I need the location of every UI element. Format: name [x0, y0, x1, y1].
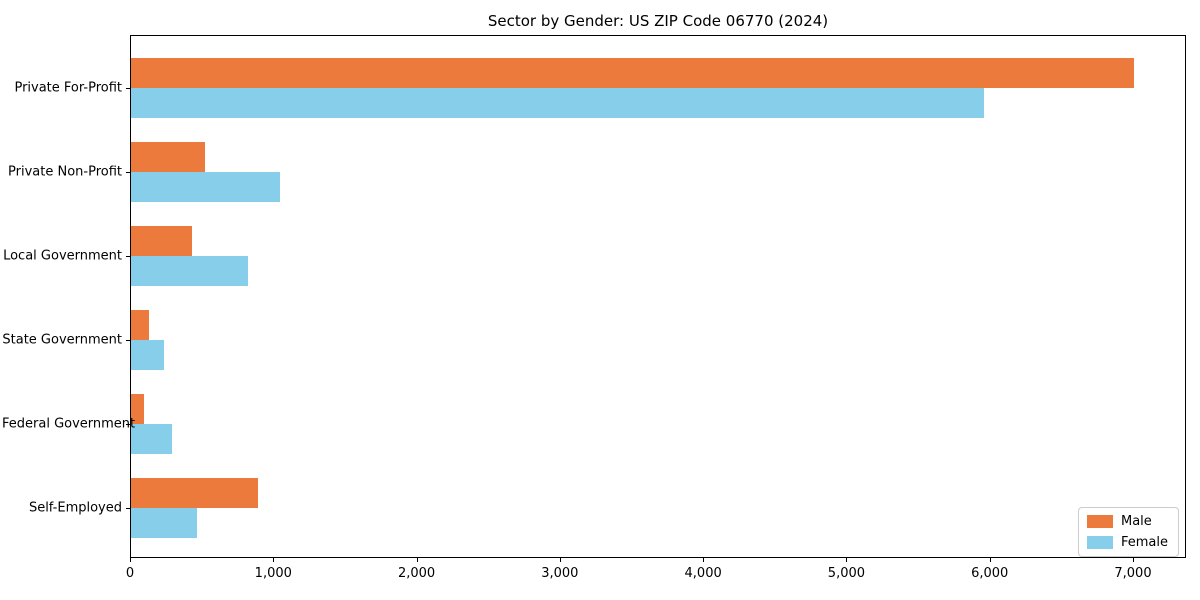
legend-item-female: Female — [1086, 535, 1168, 550]
bar-male-local-government — [131, 226, 193, 256]
bar-male-private-for-profit — [131, 58, 1135, 88]
chart-title: Sector by Gender: US ZIP Code 06770 (202… — [487, 12, 829, 30]
y-tick-label: Private For-Profit — [14, 80, 122, 96]
y-tick-mark — [126, 172, 130, 173]
y-tick-label: Federal Government — [2, 416, 136, 432]
x-tick-label: 7,000 — [1114, 566, 1152, 581]
x-tick-label: 0 — [125, 566, 135, 581]
x-tick-mark — [416, 558, 418, 562]
bar-female-federal-government — [131, 424, 173, 454]
y-tick-label: Self-Employed — [28, 500, 122, 516]
x-tick-mark — [130, 558, 131, 562]
y-tick-label: Private Non-Profit — [8, 164, 122, 180]
y-tick-label: State Government — [2, 332, 122, 348]
bar-male-federal-government — [131, 394, 144, 424]
legend-label-male: Male — [1120, 514, 1152, 529]
bar-female-private-for-profit — [131, 88, 984, 118]
plot-area — [130, 35, 1186, 558]
x-tick-label: 2,000 — [397, 566, 436, 581]
x-tick-mark — [559, 558, 561, 562]
bar-female-self-employed — [131, 508, 197, 538]
x-tick-label: 5,000 — [827, 566, 866, 581]
bar-female-local-government — [131, 256, 249, 286]
legend-item-male: Male — [1086, 514, 1168, 529]
y-tick-mark — [126, 424, 130, 425]
y-tick-mark — [126, 508, 130, 509]
legend-swatch-female — [1086, 536, 1113, 549]
x-tick-mark — [846, 558, 848, 562]
y-tick-mark — [126, 340, 130, 341]
legend-label-female: Female — [1120, 535, 1168, 550]
bar-female-private-non-profit — [131, 172, 281, 202]
y-tick-mark — [126, 256, 130, 257]
y-tick-label: Local Government — [3, 248, 122, 264]
x-tick-mark — [273, 558, 275, 562]
x-tick-mark — [989, 558, 991, 562]
bar-male-private-non-profit — [131, 142, 205, 172]
x-tick-mark — [703, 558, 705, 562]
bar-male-self-employed — [131, 478, 258, 508]
x-tick-label: 3,000 — [541, 566, 579, 581]
x-tick-label: 1,000 — [254, 566, 292, 581]
bar-male-state-government — [131, 310, 150, 340]
x-tick-mark — [1132, 558, 1134, 562]
y-tick-mark — [126, 88, 130, 89]
legend: Male Female — [1077, 507, 1179, 557]
x-tick-label: 6,000 — [971, 566, 1009, 581]
bar-female-state-government — [131, 340, 164, 370]
x-tick-label: 4,000 — [684, 566, 722, 581]
legend-swatch-male — [1086, 515, 1113, 528]
